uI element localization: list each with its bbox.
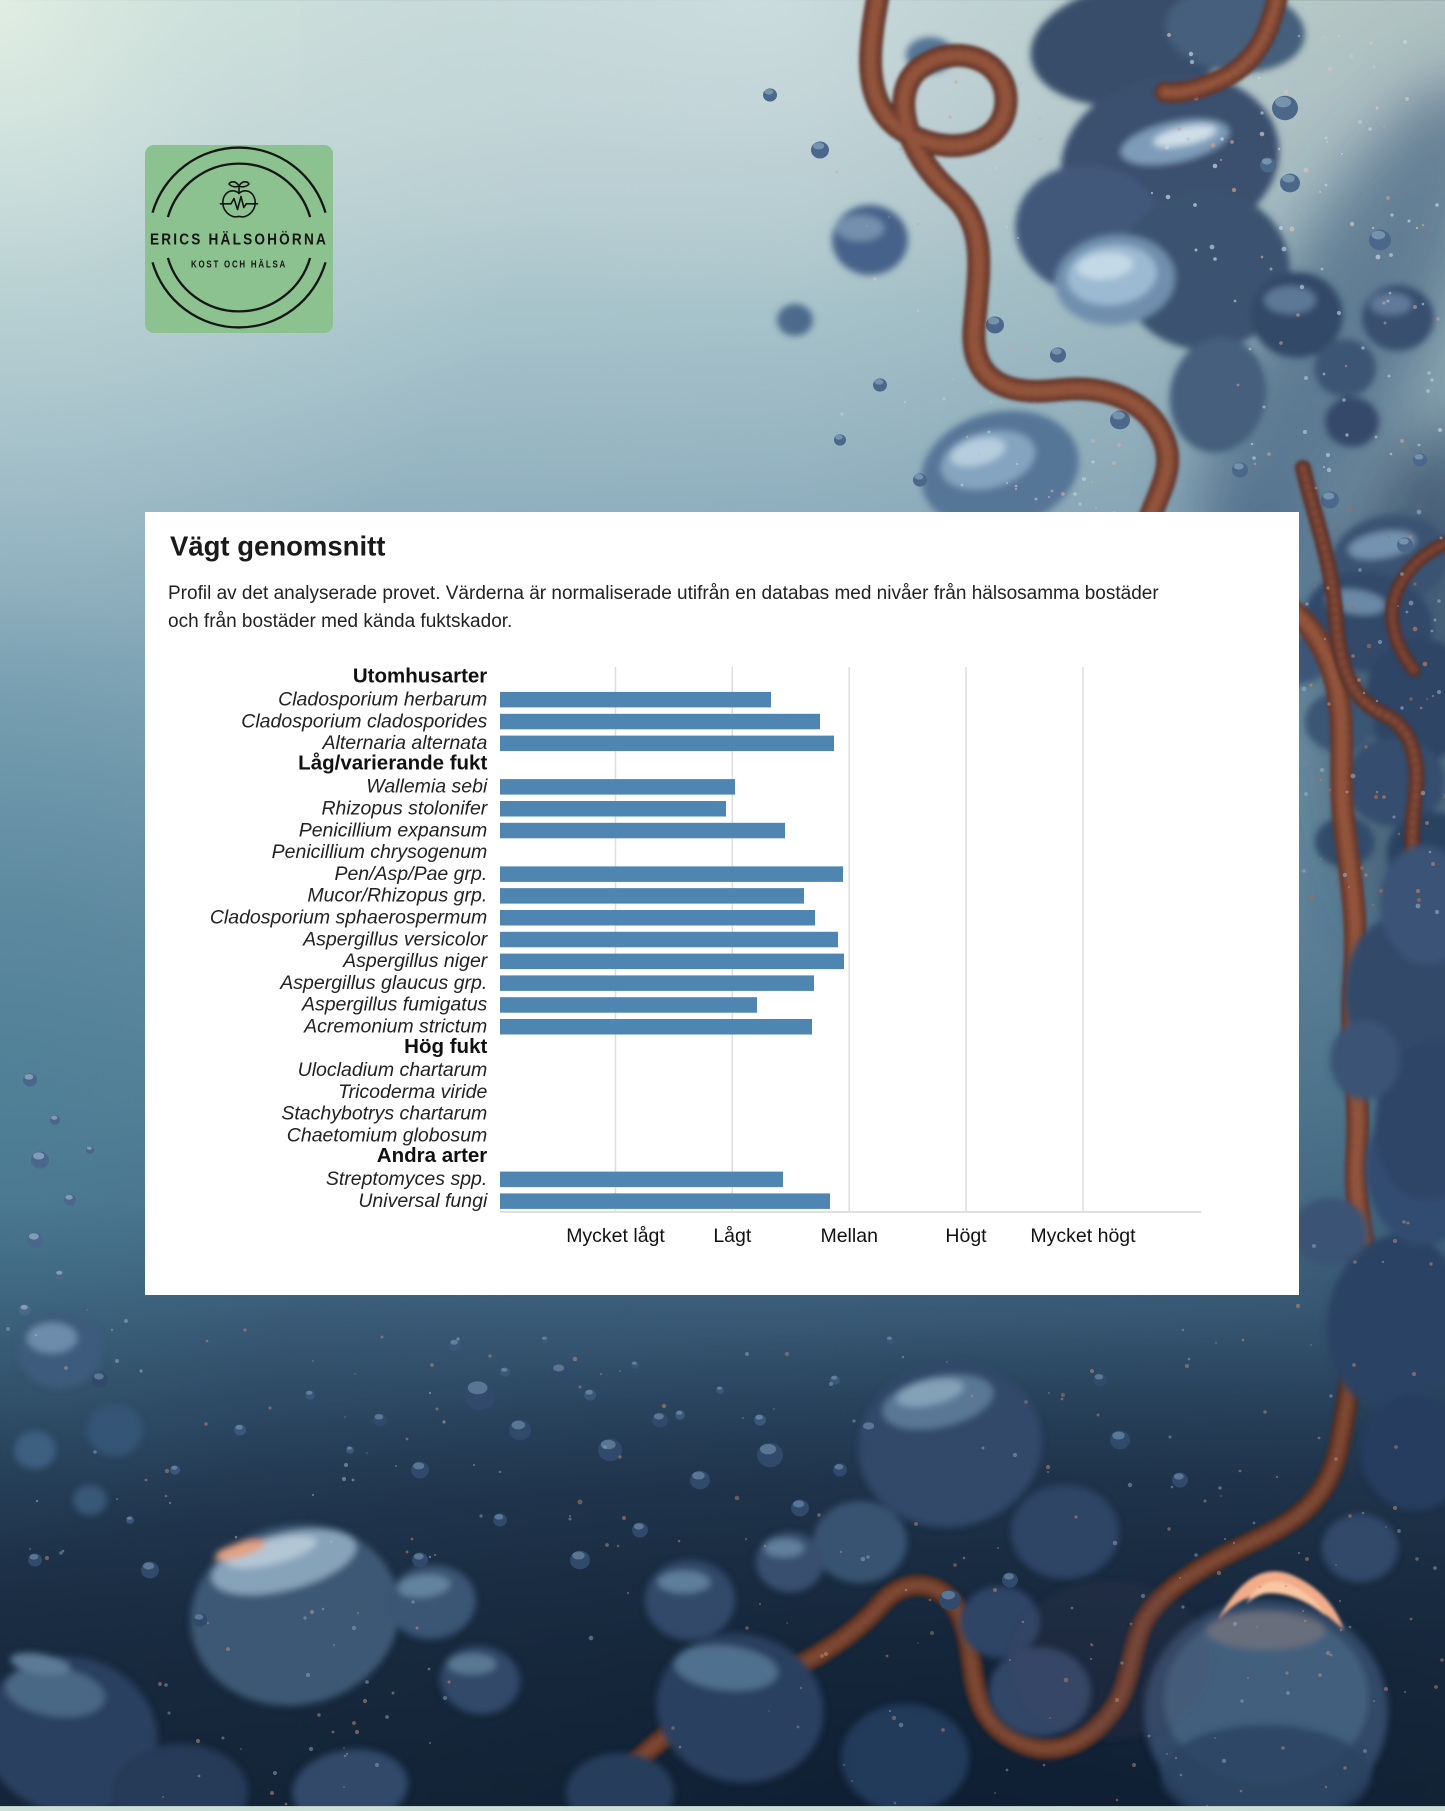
svg-text:ERICS HÄLSOHÖRNA: ERICS HÄLSOHÖRNA — [150, 232, 328, 249]
svg-text:Aspergillus fumigatus: Aspergillus fumigatus — [301, 994, 488, 1016]
svg-text:Vägt genomsnitt: Vägt genomsnitt — [170, 531, 385, 562]
svg-text:Penicillium expansum: Penicillium expansum — [299, 819, 488, 841]
svg-text:Universal fungi: Universal fungi — [358, 1190, 488, 1212]
svg-text:Streptomyces spp.: Streptomyces spp. — [326, 1168, 487, 1190]
svg-text:Ulocladium chartarum: Ulocladium chartarum — [298, 1059, 488, 1081]
svg-text:Pen/Asp/Pae grp.: Pen/Asp/Pae grp. — [334, 863, 487, 885]
svg-text:Rhizopus stolonifer: Rhizopus stolonifer — [321, 798, 488, 820]
svg-text:Wallemia sebi: Wallemia sebi — [366, 776, 488, 798]
svg-text:Aspergillus glaucus grp.: Aspergillus glaucus grp. — [279, 972, 487, 994]
svg-text:Utomhusarter: Utomhusarter — [353, 664, 487, 687]
svg-text:Lågt: Lågt — [713, 1225, 752, 1247]
svg-text:Profil av det analyserade prov: Profil av det analyserade provet. Värder… — [168, 583, 1159, 604]
svg-text:Andra arter: Andra arter — [377, 1144, 488, 1167]
svg-text:Alternaria alternata: Alternaria alternata — [322, 732, 488, 754]
svg-text:Högt: Högt — [945, 1225, 987, 1247]
svg-text:Mycket lågt: Mycket lågt — [566, 1225, 665, 1247]
svg-text:Låg/varierande fukt: Låg/varierande fukt — [298, 752, 487, 775]
svg-text:Mucor/Rhizopus grp.: Mucor/Rhizopus grp. — [307, 885, 487, 907]
svg-text:Cladosporium cladosporides: Cladosporium cladosporides — [241, 710, 487, 732]
svg-text:Mellan: Mellan — [820, 1225, 877, 1247]
svg-text:Cladosporium sphaerospermum: Cladosporium sphaerospermum — [210, 907, 487, 929]
svg-text:Tricoderma viride: Tricoderma viride — [338, 1081, 487, 1103]
svg-text:Chaetomium globosum: Chaetomium globosum — [287, 1125, 488, 1147]
svg-text:och från bostäder med kända fu: och från bostäder med kända fuktskador. — [168, 611, 512, 632]
svg-text:Aspergillus niger: Aspergillus niger — [342, 950, 489, 972]
svg-text:Mycket högt: Mycket högt — [1030, 1225, 1136, 1247]
svg-text:KOST OCH HÄLSA: KOST OCH HÄLSA — [191, 260, 287, 271]
svg-text:Acremonium strictum: Acremonium strictum — [303, 1016, 487, 1038]
svg-text:Hög fukt: Hög fukt — [404, 1035, 487, 1058]
svg-text:Stachybotrys chartarum: Stachybotrys chartarum — [281, 1103, 487, 1125]
svg-text:Aspergillus versicolor: Aspergillus versicolor — [302, 928, 489, 950]
svg-text:Penicillium chrysogenum: Penicillium chrysogenum — [272, 841, 488, 863]
svg-text:Cladosporium herbarum: Cladosporium herbarum — [278, 689, 487, 711]
